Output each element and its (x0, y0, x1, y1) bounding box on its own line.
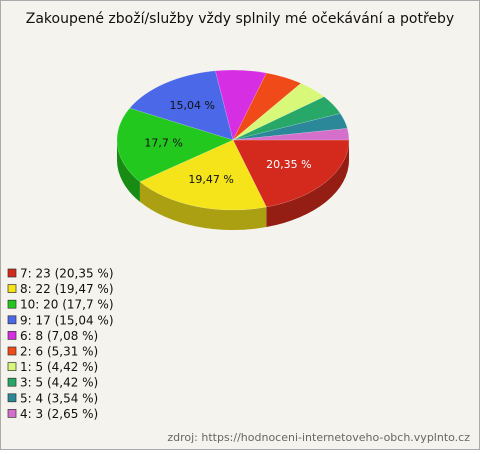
slice-side (139, 181, 267, 230)
slice (232, 82, 325, 141)
source: zdroj: https://hodnoceni-internetoveho-o… (167, 431, 470, 444)
slice-top (232, 96, 341, 141)
slice-side-shade (139, 181, 267, 230)
slice-top (232, 113, 348, 141)
slice (129, 70, 234, 141)
legend-label: 9: 17 (15,04 %) (20, 313, 114, 327)
slice-top (215, 69, 267, 141)
slice-top (232, 139, 350, 208)
slice (215, 69, 267, 141)
legend-label: 4: 3 (2,65 %) (20, 407, 98, 421)
legend-swatch (7, 346, 17, 356)
legend-swatch (7, 331, 17, 340)
slice-label: 19,47 % (188, 173, 233, 186)
slice (232, 96, 341, 141)
legend-swatch (7, 268, 17, 278)
slice-label: 15,04 % (170, 99, 215, 112)
slice-top (232, 82, 325, 141)
slice-side-shade (117, 140, 140, 202)
slice-top (116, 107, 234, 183)
legend-label: 6: 8 (7,08 %) (20, 329, 98, 343)
legend-swatch (7, 284, 17, 293)
legend-label: 7: 23 (20,35 %) (20, 267, 114, 281)
legend-swatch (7, 377, 17, 387)
legend-label: 8: 22 (19,47 %) (20, 282, 114, 296)
slice-side (117, 140, 140, 202)
slice (232, 139, 350, 228)
legend-swatch (7, 299, 17, 309)
legend-label: 2: 6 (5,31 %) (20, 345, 98, 359)
slice-top (129, 70, 234, 141)
legend-label: 1: 5 (4,42 %) (20, 360, 98, 374)
slice (139, 139, 267, 230)
legend-swatch (7, 362, 17, 371)
legend-swatch (7, 409, 17, 418)
legend-label: 3: 5 (4,42 %) (20, 376, 98, 390)
slice (232, 72, 302, 141)
slice-top (139, 139, 267, 211)
slice-side-shade (266, 140, 349, 228)
legend-label: 5: 4 (3,54 %) (20, 391, 98, 405)
chart-title: Zakoupené zboží/služby vždy splnily mé o… (26, 11, 454, 27)
slice-label: 17,7 % (144, 136, 182, 149)
slice (232, 113, 348, 141)
legend-swatch (7, 315, 17, 325)
slice-side (266, 140, 349, 228)
slice-top (232, 72, 302, 141)
slice-label: 20,35 % (266, 158, 311, 171)
slice (116, 107, 234, 202)
legend-swatch (7, 393, 17, 403)
legend-label: 10: 20 (17,7 %) (20, 298, 114, 312)
slice-top (232, 128, 350, 141)
slice (232, 128, 350, 141)
